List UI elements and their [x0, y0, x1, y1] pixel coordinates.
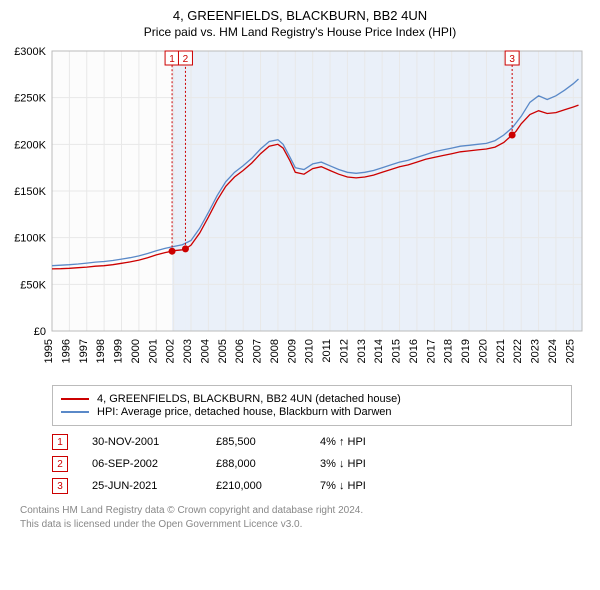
x-tick-label: 2005 — [217, 339, 229, 363]
x-tick-label: 2007 — [252, 339, 264, 363]
transaction-delta: 3% ↓ HPI — [320, 458, 420, 470]
x-tick-label: 2012 — [338, 339, 350, 363]
line-chart: £0 £50K £100K £150K £200K £250K £300K 1995 1996 1… — [10, 47, 590, 377]
footnote: Contains HM Land Registry data © Crown c… — [20, 504, 590, 531]
transactions-table: 1 30-NOV-2001 £85,500 4% ↑ HPI 2 06-SEP-2002 £… — [52, 434, 590, 494]
x-tick-label: 2000 — [130, 339, 142, 363]
x-tick-label: 2009 — [286, 339, 298, 363]
legend-item: HPI: Average price, detached house, Blac… — [61, 406, 563, 418]
figure-container: 4, GREENFIELDS, BLACKBURN, BB2 4UN Price… — [0, 0, 600, 539]
y-tick-label: £150K — [14, 186, 46, 198]
transaction-row: 1 30-NOV-2001 £85,500 4% ↑ HPI — [52, 434, 590, 450]
x-tick-label: 2003 — [182, 339, 194, 363]
y-tick-label: £100K — [14, 233, 46, 245]
transaction-price: £85,500 — [216, 436, 296, 448]
transaction-number-box: 1 — [52, 434, 68, 450]
x-tick-label: 2008 — [269, 339, 281, 363]
x-tick-label: 2013 — [356, 339, 368, 363]
y-tick-label: £250K — [14, 93, 46, 105]
transaction-price: £210,000 — [216, 480, 296, 492]
transaction-date: 30-NOV-2001 — [92, 436, 192, 448]
footnote-line: This data is licensed under the Open Gov… — [20, 518, 590, 532]
transaction-label-num: 3 — [509, 54, 515, 65]
x-tick-label: 2018 — [443, 339, 455, 363]
x-tick-label: 2011 — [321, 339, 333, 363]
x-tick-label: 2004 — [199, 339, 211, 363]
x-tick-label: 2024 — [547, 339, 559, 363]
legend-swatch — [61, 398, 89, 400]
x-tick-label: 2025 — [564, 339, 576, 363]
x-tick-label: 2016 — [408, 339, 420, 363]
chart-area: £0 £50K £100K £150K £200K £250K £300K 1995 1996 1… — [10, 47, 590, 377]
x-tick-label: 2014 — [373, 339, 385, 363]
x-tick-label: 1999 — [113, 339, 125, 363]
x-tick-label: 2023 — [530, 339, 542, 363]
transaction-row: 3 25-JUN-2021 £210,000 7% ↓ HPI — [52, 478, 590, 494]
legend-label: 4, GREENFIELDS, BLACKBURN, BB2 4UN (deta… — [97, 393, 401, 405]
legend-swatch — [61, 411, 89, 413]
x-tick-label: 2019 — [460, 339, 472, 363]
y-tick-label: £300K — [14, 47, 46, 58]
x-tick-label: 2010 — [304, 339, 316, 363]
transaction-marker — [169, 248, 176, 255]
legend-item: 4, GREENFIELDS, BLACKBURN, BB2 4UN (deta… — [61, 393, 563, 405]
x-tick-label: 2021 — [495, 339, 507, 363]
transaction-label-num: 1 — [169, 54, 175, 65]
transaction-price: £88,000 — [216, 458, 296, 470]
x-tick-label: 2002 — [165, 339, 177, 363]
x-tick-label: 2015 — [391, 339, 403, 363]
legend: 4, GREENFIELDS, BLACKBURN, BB2 4UN (deta… — [52, 385, 572, 426]
chart-subtitle: Price paid vs. HM Land Registry's House … — [10, 25, 590, 39]
transaction-date: 25-JUN-2021 — [92, 480, 192, 492]
transaction-date: 06-SEP-2002 — [92, 458, 192, 470]
transaction-number-box: 3 — [52, 478, 68, 494]
y-tick-label: £0 — [34, 326, 46, 338]
x-tick-label: 1997 — [78, 339, 90, 363]
transaction-marker — [182, 245, 189, 252]
x-tick-label: 1998 — [95, 339, 107, 363]
transaction-row: 2 06-SEP-2002 £88,000 3% ↓ HPI — [52, 456, 590, 472]
transaction-delta: 7% ↓ HPI — [320, 480, 420, 492]
x-tick-label: 2017 — [425, 339, 437, 363]
footnote-line: Contains HM Land Registry data © Crown c… — [20, 504, 590, 518]
x-tick-label: 2001 — [147, 339, 159, 363]
legend-label: HPI: Average price, detached house, Blac… — [97, 406, 392, 418]
x-tick-label: 1995 — [43, 339, 55, 363]
x-tick-label: 2006 — [234, 339, 246, 363]
y-tick-label: £50K — [20, 279, 46, 291]
transaction-label-num: 2 — [183, 54, 189, 65]
x-tick-label: 2020 — [477, 339, 489, 363]
y-tick-label: £200K — [14, 139, 46, 151]
transaction-delta: 4% ↑ HPI — [320, 436, 420, 448]
transaction-number-box: 2 — [52, 456, 68, 472]
chart-title: 4, GREENFIELDS, BLACKBURN, BB2 4UN — [10, 8, 590, 23]
transaction-marker — [509, 132, 516, 139]
x-tick-label: 1996 — [60, 339, 72, 363]
x-tick-label: 2022 — [512, 339, 524, 363]
